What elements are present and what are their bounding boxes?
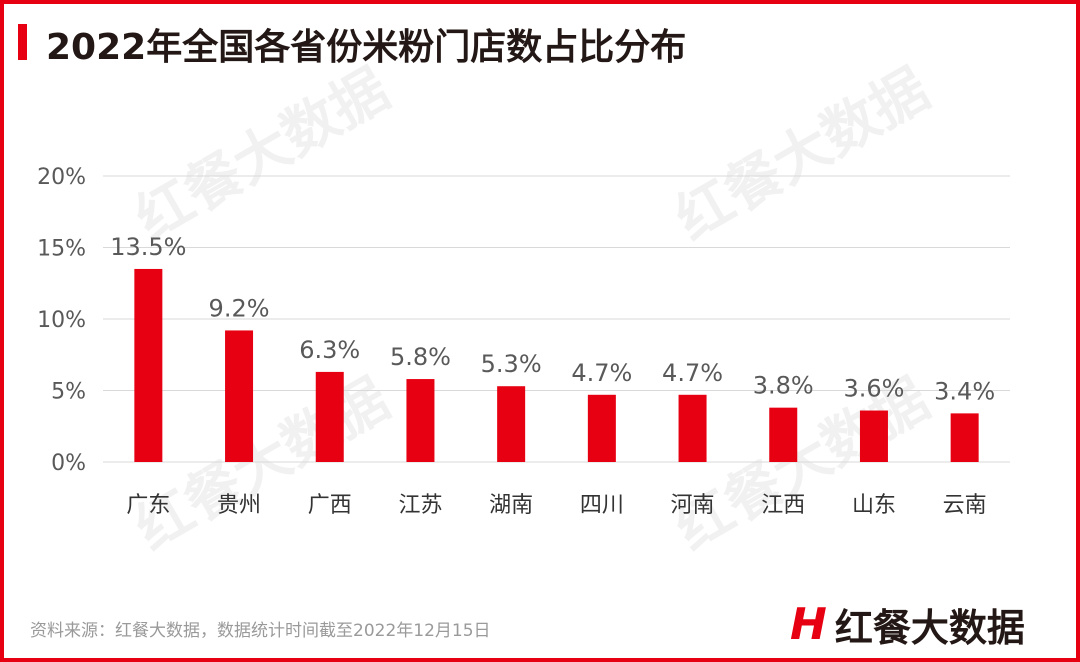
x-tick-label: 江苏 xyxy=(398,493,442,518)
bar xyxy=(859,410,888,462)
data-label: 9.2% xyxy=(209,294,270,322)
bar xyxy=(315,371,344,462)
bar xyxy=(134,268,163,462)
data-label: 13.5% xyxy=(110,233,186,261)
x-tick-label: 江西 xyxy=(761,493,805,518)
x-tick-label: 贵州 xyxy=(217,493,261,518)
bar xyxy=(406,379,435,462)
bar xyxy=(950,413,979,462)
x-tick-label: 广东 xyxy=(126,493,170,518)
x-tick-label: 四川 xyxy=(580,493,624,518)
x-tick-label: 广西 xyxy=(308,493,352,518)
x-tick-label: 云南 xyxy=(943,493,987,518)
bar xyxy=(497,386,526,462)
x-tick-label: 湖南 xyxy=(489,493,533,518)
bar xyxy=(769,407,798,462)
x-tick-label: 山东 xyxy=(852,493,896,518)
y-tick-label: 10% xyxy=(37,308,86,333)
data-label: 4.7% xyxy=(662,359,723,387)
y-tick-label: 5% xyxy=(51,380,86,405)
bar xyxy=(225,330,254,462)
logo-mark-icon: H xyxy=(790,599,827,650)
data-label: 6.3% xyxy=(299,336,360,364)
y-tick-label: 15% xyxy=(37,237,86,262)
chart-title: 2022年全国各省份米粉门店数占比分布 xyxy=(46,27,687,68)
x-tick-label: 河南 xyxy=(671,493,715,518)
source-note: 资料来源：红餐大数据，数据统计时间截至2022年12月15日 xyxy=(30,621,491,641)
data-label: 3.6% xyxy=(843,375,904,403)
data-label: 3.4% xyxy=(934,377,995,405)
y-tick-label: 20% xyxy=(37,165,86,190)
data-label: 5.8% xyxy=(390,343,451,371)
brand-logo: H 红餐大数据 xyxy=(790,597,1025,652)
title-accent-bar xyxy=(18,24,27,60)
data-label: 3.8% xyxy=(753,372,814,400)
y-tick-label: 0% xyxy=(51,451,86,476)
data-label: 5.3% xyxy=(481,350,542,378)
bar xyxy=(678,394,707,462)
data-label: 4.7% xyxy=(571,359,632,387)
logo-text: 红餐大数据 xyxy=(834,606,1025,650)
bar xyxy=(587,394,616,462)
